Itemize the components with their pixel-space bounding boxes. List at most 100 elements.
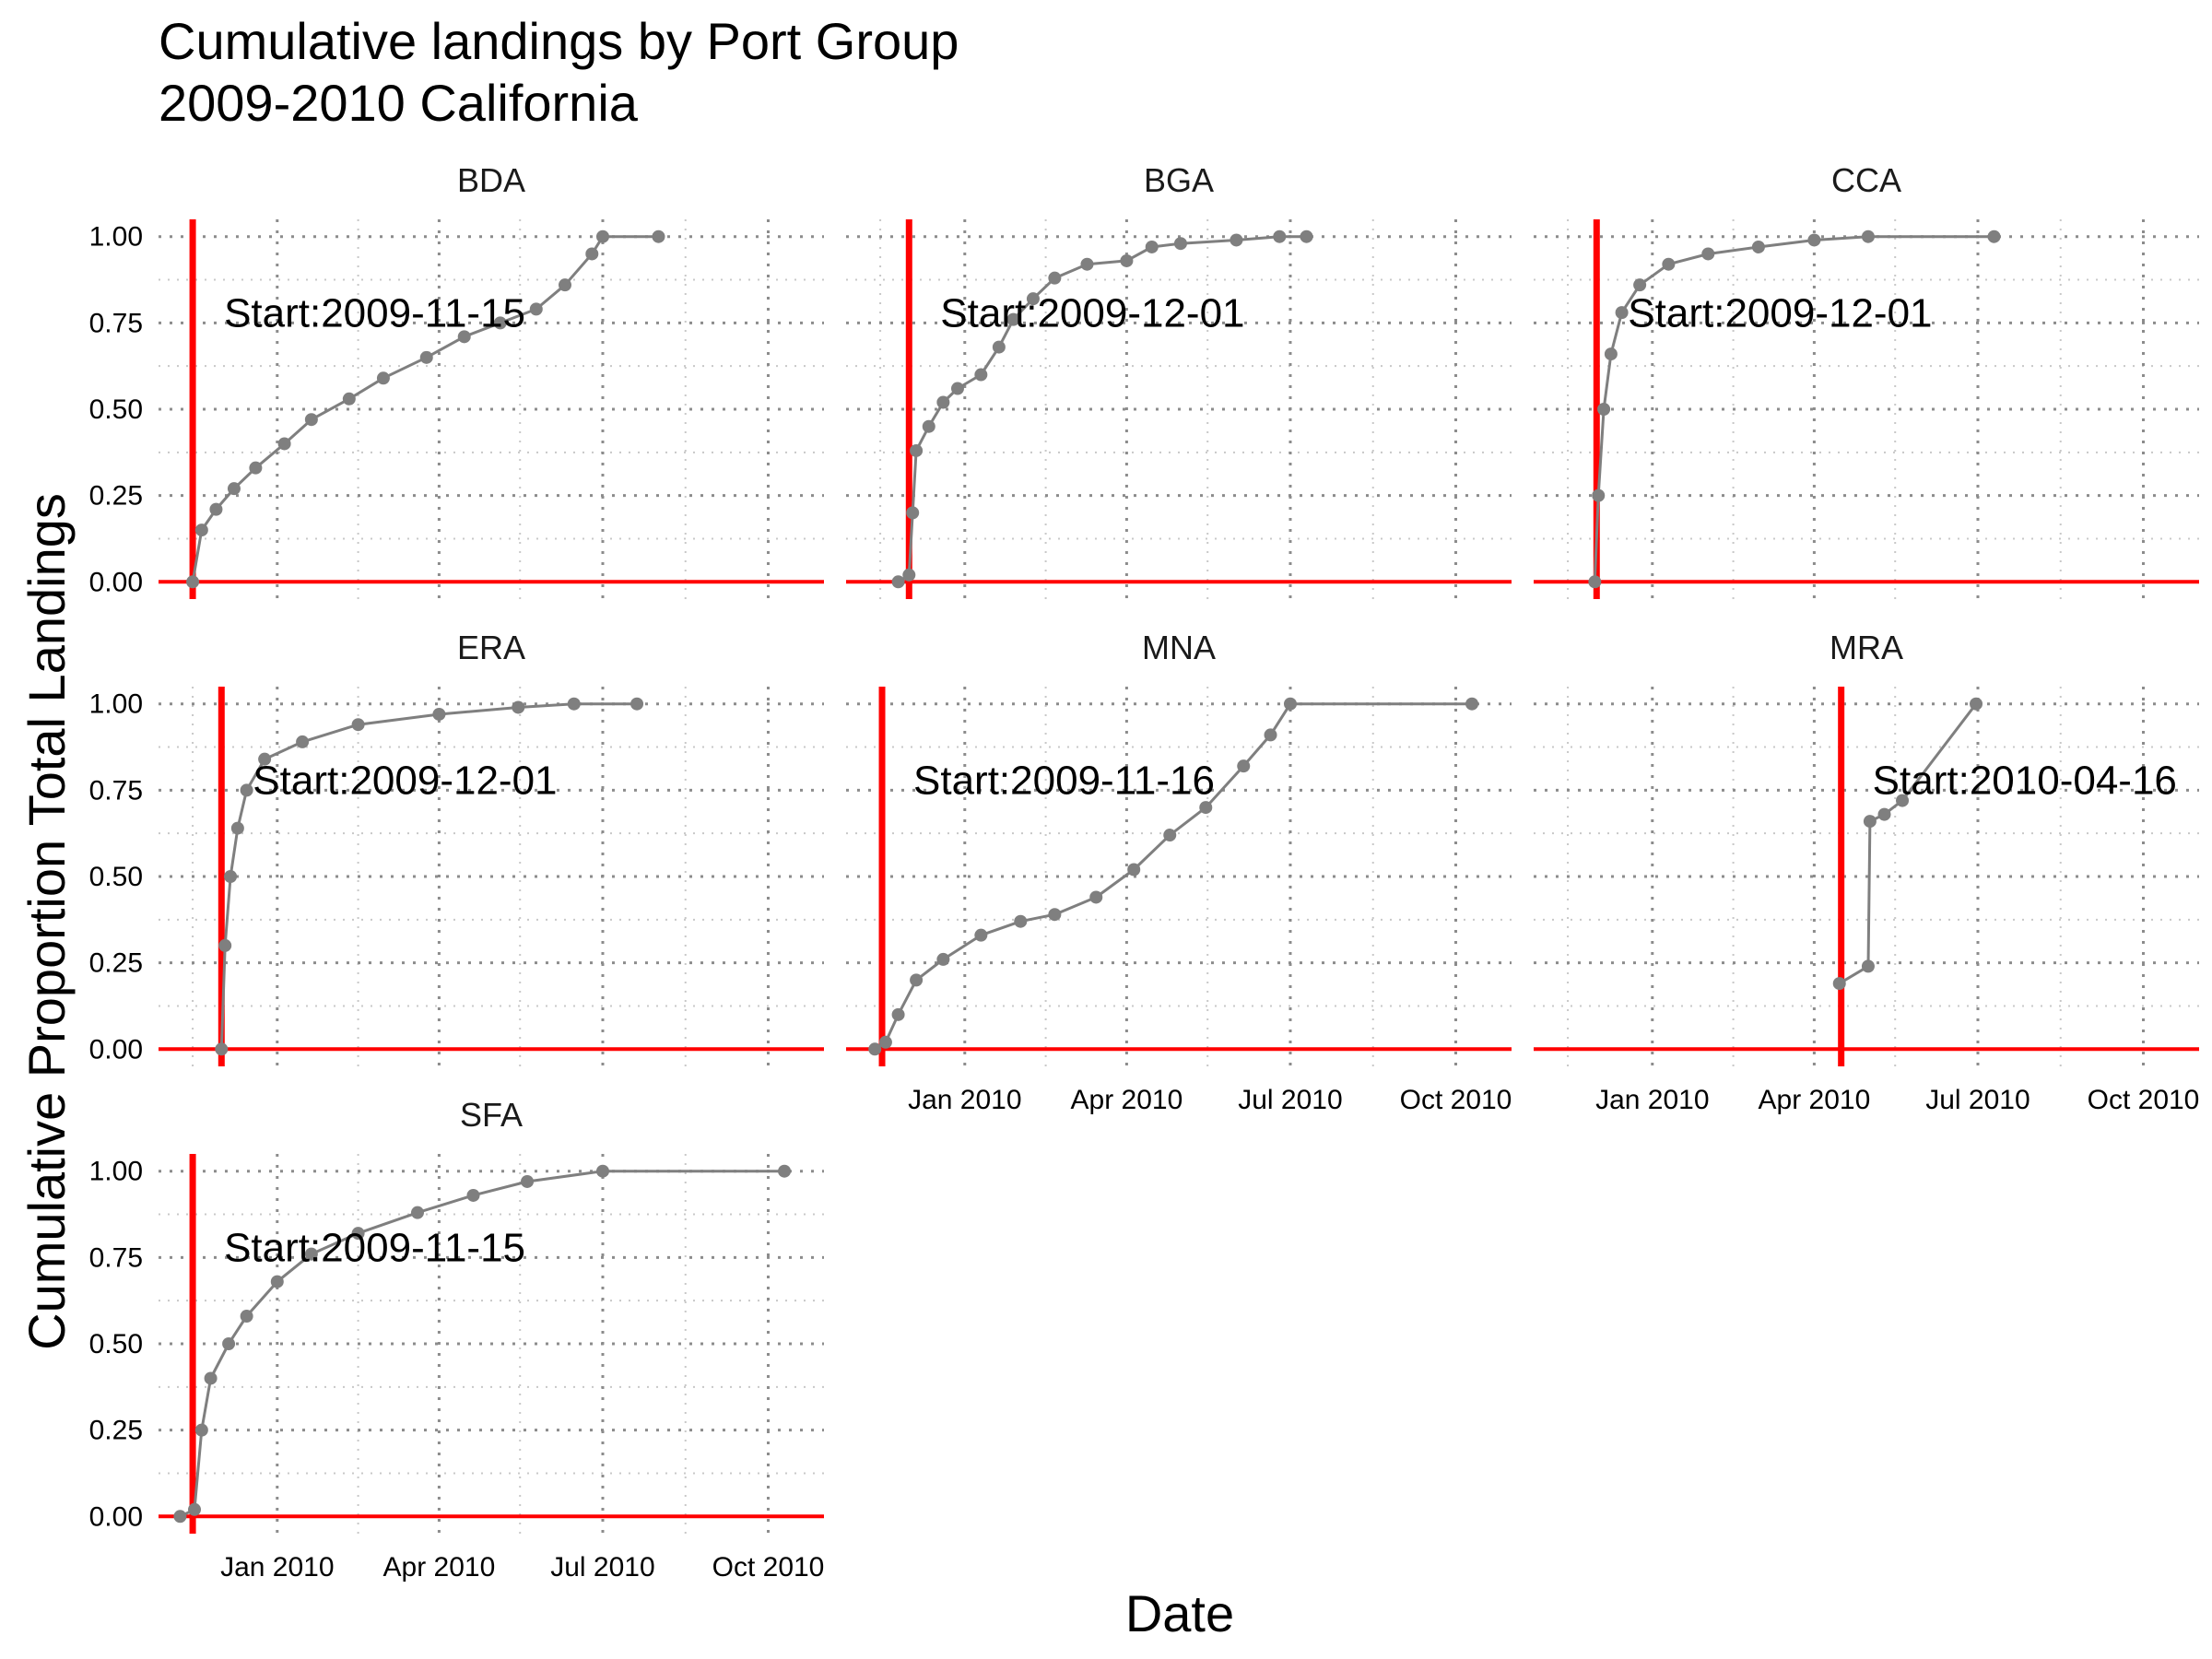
- data-point: [1987, 229, 2001, 243]
- data-point: [457, 330, 471, 344]
- panel-grid: [159, 1154, 824, 1534]
- y-tick-label: 0.25: [89, 481, 143, 512]
- data-point: [595, 1164, 609, 1178]
- data-point: [1832, 977, 1846, 991]
- data-point: [188, 1502, 202, 1516]
- facet-panels: BDAStart:2009-11-150.000.250.500.751.00B…: [89, 161, 2200, 1583]
- data-point: [922, 419, 935, 433]
- start-date-annotation: Start:2009-12-01: [253, 758, 557, 803]
- data-point: [891, 1007, 905, 1021]
- data-point: [1283, 697, 1297, 711]
- start-date-annotation: Start:2009-11-16: [913, 758, 1215, 803]
- y-tick-label: 0.25: [89, 948, 143, 979]
- data-point: [466, 1188, 480, 1202]
- data-point: [224, 870, 238, 883]
- data-point: [1273, 229, 1287, 243]
- data-point: [1145, 240, 1159, 253]
- data-point: [595, 229, 609, 243]
- y-tick-label: 0.00: [89, 1501, 143, 1532]
- data-point: [1026, 292, 1040, 306]
- data-point: [868, 1042, 882, 1056]
- data-point: [1592, 488, 1606, 502]
- data-point: [878, 1035, 892, 1049]
- data-point: [902, 568, 916, 582]
- data-point: [1014, 914, 1028, 928]
- data-point: [910, 973, 924, 987]
- data-point: [974, 928, 988, 942]
- data-point: [304, 1247, 318, 1261]
- data-point: [906, 506, 920, 520]
- y-tick-label: 0.75: [89, 1242, 143, 1273]
- data-point: [1861, 229, 1875, 243]
- data-point: [1080, 257, 1094, 271]
- panel-grid: [846, 219, 1512, 599]
- data-point: [1751, 240, 1765, 253]
- x-tick-label: Jul 2010: [1925, 1085, 2030, 1115]
- data-point: [222, 1337, 236, 1350]
- facet-strip-label: CCA: [1831, 161, 1901, 199]
- data-point: [1230, 233, 1243, 247]
- data-point: [1807, 233, 1821, 247]
- facet-panel-cca: CCA Start:2009-12-01: [1534, 161, 2199, 599]
- facet-strip-label: BGA: [1144, 161, 1214, 199]
- data-point: [296, 735, 310, 748]
- x-tick-label: Oct 2010: [712, 1552, 825, 1583]
- data-point: [529, 302, 543, 316]
- data-point: [342, 392, 356, 406]
- data-point: [209, 502, 223, 516]
- data-point: [194, 524, 208, 537]
- series-line: [179, 1170, 785, 1518]
- data-point: [1300, 229, 1313, 243]
- series-line: [1838, 702, 1978, 985]
- data-point: [230, 821, 244, 835]
- facet-panel-bga: BGA Start:2009-12-01: [846, 161, 1512, 599]
- x-tick-label: Jan 2010: [908, 1085, 1021, 1115]
- panel-grid: [846, 687, 1512, 1066]
- data-point: [1701, 247, 1715, 261]
- data-point: [1877, 807, 1891, 821]
- series-line: [874, 702, 1473, 1051]
- x-axis-title: Date: [1125, 1584, 1234, 1642]
- data-point: [1048, 271, 1062, 285]
- facet-panel-bda: BDA Start:2009-11-15 0.00 0.25 0.50 0.75 1.00: [89, 161, 824, 599]
- x-tick-label: Oct 2010: [2088, 1085, 2200, 1115]
- data-point: [1604, 347, 1618, 361]
- data-point: [249, 461, 263, 475]
- x-tick-label: Jul 2010: [1238, 1085, 1342, 1115]
- y-tick-label: 1.00: [89, 222, 143, 253]
- data-point: [910, 443, 924, 457]
- data-point: [376, 371, 390, 385]
- data-point: [227, 482, 241, 496]
- facet-strip-label: SFA: [460, 1096, 523, 1134]
- y-tick-label: 0.75: [89, 308, 143, 338]
- start-date-annotation: Start:2009-12-01: [940, 290, 1244, 335]
- start-date-annotation: Start:2009-12-01: [1628, 290, 1932, 335]
- data-point: [186, 575, 200, 589]
- data-point: [432, 707, 446, 721]
- data-point: [1173, 237, 1187, 251]
- data-point: [936, 952, 950, 966]
- panel-grid: [1534, 219, 2199, 599]
- data-point: [891, 575, 905, 589]
- x-tick-label: Apr 2010: [1071, 1085, 1183, 1115]
- facet-panel-mra: MRA Start:2010-04-16 Jan 2010 Apr 2010 Jul 2…: [1534, 629, 2199, 1115]
- y-tick-label: 0.25: [89, 1416, 143, 1446]
- x-tick-label: Oct 2010: [1400, 1085, 1512, 1115]
- start-date-annotation: Start:2009-11-15: [224, 1225, 525, 1270]
- data-point: [567, 697, 581, 711]
- data-point: [1089, 890, 1103, 904]
- panel-grid: [159, 687, 824, 1066]
- data-point: [1264, 728, 1277, 742]
- data-point: [1006, 312, 1020, 326]
- facet-panel-era: ERA Start:2009-12-01 0.00 0.25 0.50 0.75 1.00: [89, 629, 824, 1066]
- data-point: [194, 1423, 208, 1437]
- data-point: [1048, 908, 1062, 922]
- data-point: [1662, 257, 1676, 271]
- chart-title-line-2: 2009-2010 California: [159, 74, 639, 132]
- data-point: [1163, 829, 1177, 842]
- start-date-annotation: Start:2010-04-16: [1873, 758, 2177, 803]
- data-point: [1970, 697, 1983, 711]
- panel-grid: [159, 219, 824, 599]
